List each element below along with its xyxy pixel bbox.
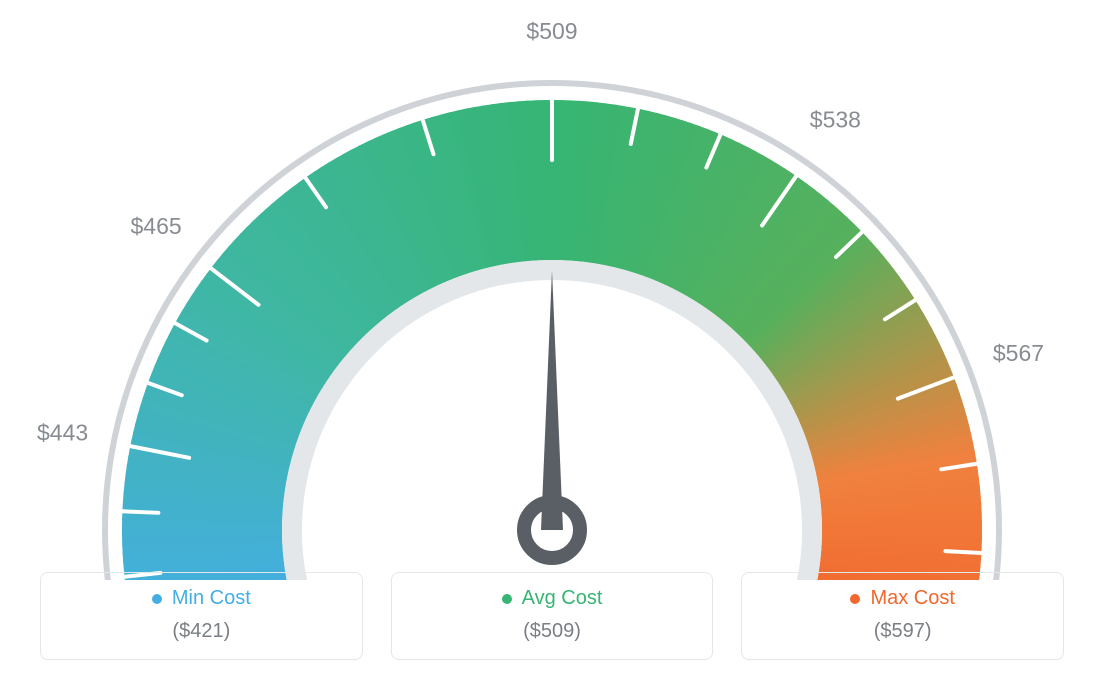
gauge-tick-label: $567 bbox=[993, 340, 1044, 366]
gauge-chart: $421$443$465$509$538$567$597 bbox=[0, 0, 1104, 560]
legend-title-text: Max Cost bbox=[870, 587, 954, 610]
legend-title-text: Min Cost bbox=[172, 587, 251, 610]
legend-dot-icon bbox=[502, 594, 512, 604]
gauge-svg: $421$443$465$509$538$567$597 bbox=[0, 0, 1104, 580]
legend-value: ($597) bbox=[742, 620, 1063, 643]
legend-dot-icon bbox=[152, 594, 162, 604]
legend-value: ($421) bbox=[41, 620, 362, 643]
gauge-tick-label: $509 bbox=[526, 18, 577, 44]
legend-title-text: Avg Cost bbox=[522, 587, 603, 610]
legend-title: Avg Cost bbox=[502, 587, 603, 610]
legend-row: Min Cost ($421) Avg Cost ($509) Max Cost ($59… bbox=[40, 572, 1064, 660]
gauge-tick-label: $538 bbox=[810, 106, 861, 132]
legend-dot-icon bbox=[850, 594, 860, 604]
legend-title: Max Cost bbox=[850, 587, 954, 610]
legend-title: Min Cost bbox=[152, 587, 251, 610]
min-cost-card: Min Cost ($421) bbox=[40, 572, 363, 660]
gauge-tick-label: $465 bbox=[131, 213, 182, 239]
legend-value: ($509) bbox=[392, 620, 713, 643]
gauge-needle bbox=[541, 270, 563, 530]
max-cost-card: Max Cost ($597) bbox=[741, 572, 1064, 660]
gauge-tick-label: $443 bbox=[37, 420, 88, 446]
avg-cost-card: Avg Cost ($509) bbox=[391, 572, 714, 660]
